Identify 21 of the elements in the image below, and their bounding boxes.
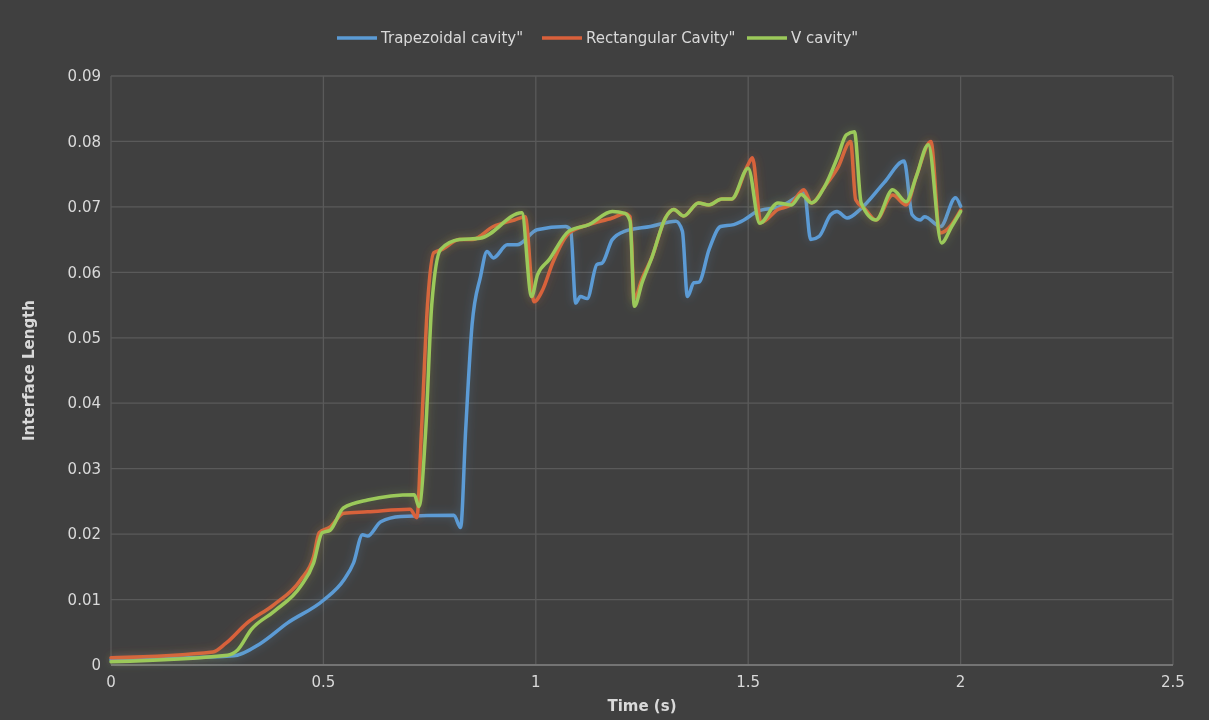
x-tick-label: 2.5 — [1161, 673, 1185, 691]
y-axis-title: Interface Length — [20, 300, 38, 441]
legend-label: Rectangular Cavity" — [586, 29, 736, 48]
x-tick-label: 0.5 — [311, 673, 336, 691]
y-tick-label: 0 — [91, 656, 101, 675]
legend-label: V cavity" — [791, 29, 859, 48]
y-tick-label: 0.06 — [67, 263, 101, 282]
y-tick-label: 0.05 — [67, 329, 101, 348]
legend-label: Trapezoidal cavity" — [380, 29, 524, 48]
y-tick-label: 0.08 — [67, 132, 101, 151]
y-tick-label: 0.09 — [67, 67, 101, 86]
y-tick-label: 0.07 — [67, 198, 101, 217]
y-tick-label: 0.04 — [67, 394, 101, 413]
y-tick-label: 0.02 — [67, 525, 101, 544]
x-tick-label: 2 — [955, 673, 966, 691]
y-tick-label: 0.03 — [67, 459, 101, 478]
x-axis-title: Time (s) — [607, 697, 677, 715]
y-tick-label: 0.01 — [67, 590, 101, 609]
x-tick-label: 1 — [531, 673, 541, 691]
x-tick-label: 1.5 — [736, 673, 761, 691]
x-tick-label: 0 — [106, 673, 116, 691]
